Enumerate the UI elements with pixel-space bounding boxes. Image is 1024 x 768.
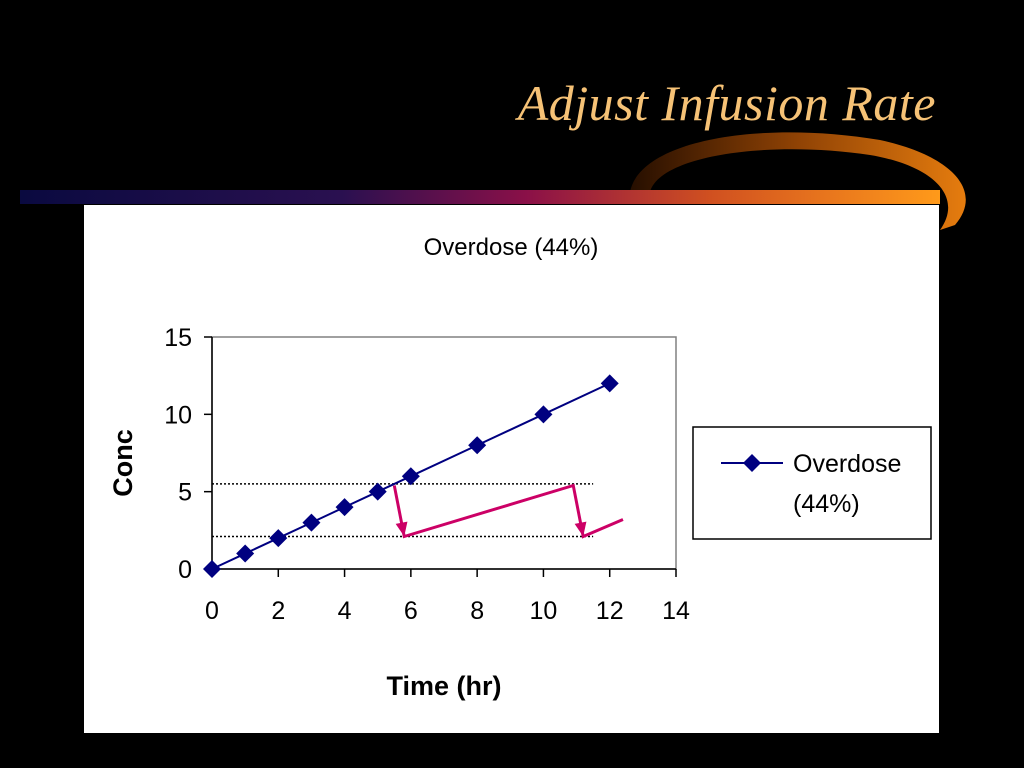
series-layer bbox=[203, 374, 619, 578]
legend-label-line2: (44%) bbox=[793, 490, 860, 518]
x-tick-label: 6 bbox=[404, 597, 418, 625]
chart-title: Overdose (44%) bbox=[424, 234, 599, 261]
y-tick-label: 10 bbox=[164, 401, 192, 429]
annotation-path bbox=[392, 483, 624, 539]
y-tick-label: 0 bbox=[178, 556, 192, 584]
y-tick-label: 5 bbox=[178, 479, 192, 507]
legend: Overdose (44%) bbox=[692, 426, 932, 540]
data-point-marker bbox=[600, 374, 619, 393]
x-tick-label: 0 bbox=[205, 597, 219, 625]
x-tick-label: 8 bbox=[470, 597, 484, 625]
arrowhead bbox=[574, 521, 587, 537]
data-point-marker bbox=[203, 560, 221, 578]
chart-panel: Overdose (44%) 0 2 4 6 8 10 12 14 0 5 10 15 Time (h… bbox=[84, 205, 939, 733]
x-axis-title: Time (hr) bbox=[386, 671, 501, 701]
y-tick-label: 15 bbox=[164, 324, 192, 352]
reference-lines bbox=[212, 483, 594, 538]
x-tick-label: 2 bbox=[271, 597, 285, 625]
y-axis-title: Conc bbox=[108, 429, 138, 497]
data-point-marker bbox=[468, 436, 487, 455]
data-point-marker bbox=[236, 544, 255, 563]
legend-box bbox=[692, 426, 932, 540]
data-point-marker bbox=[302, 513, 321, 532]
data-point-marker bbox=[269, 529, 288, 548]
x-tick-label: 4 bbox=[338, 597, 352, 625]
legend-diamond-marker bbox=[743, 454, 761, 472]
x-tick-label: 12 bbox=[596, 597, 624, 625]
data-point-marker bbox=[534, 405, 553, 424]
x-tick-label: 10 bbox=[530, 597, 558, 625]
legend-label-line1: Overdose bbox=[793, 450, 901, 478]
series-line bbox=[211, 382, 611, 570]
arrowhead bbox=[395, 521, 408, 537]
data-point-marker bbox=[335, 498, 354, 517]
annotation-arrows bbox=[392, 483, 624, 539]
axes: 0 2 4 6 8 10 12 14 0 5 10 15 bbox=[164, 324, 690, 625]
data-point-marker bbox=[368, 482, 387, 501]
slide-title: Adjust Infusion Rate bbox=[517, 75, 936, 131]
data-point-marker bbox=[401, 467, 420, 486]
x-tick-label: 14 bbox=[662, 597, 690, 625]
chart: Overdose (44%) 0 2 4 6 8 10 12 14 0 5 10 15 Time (h… bbox=[108, 234, 932, 701]
